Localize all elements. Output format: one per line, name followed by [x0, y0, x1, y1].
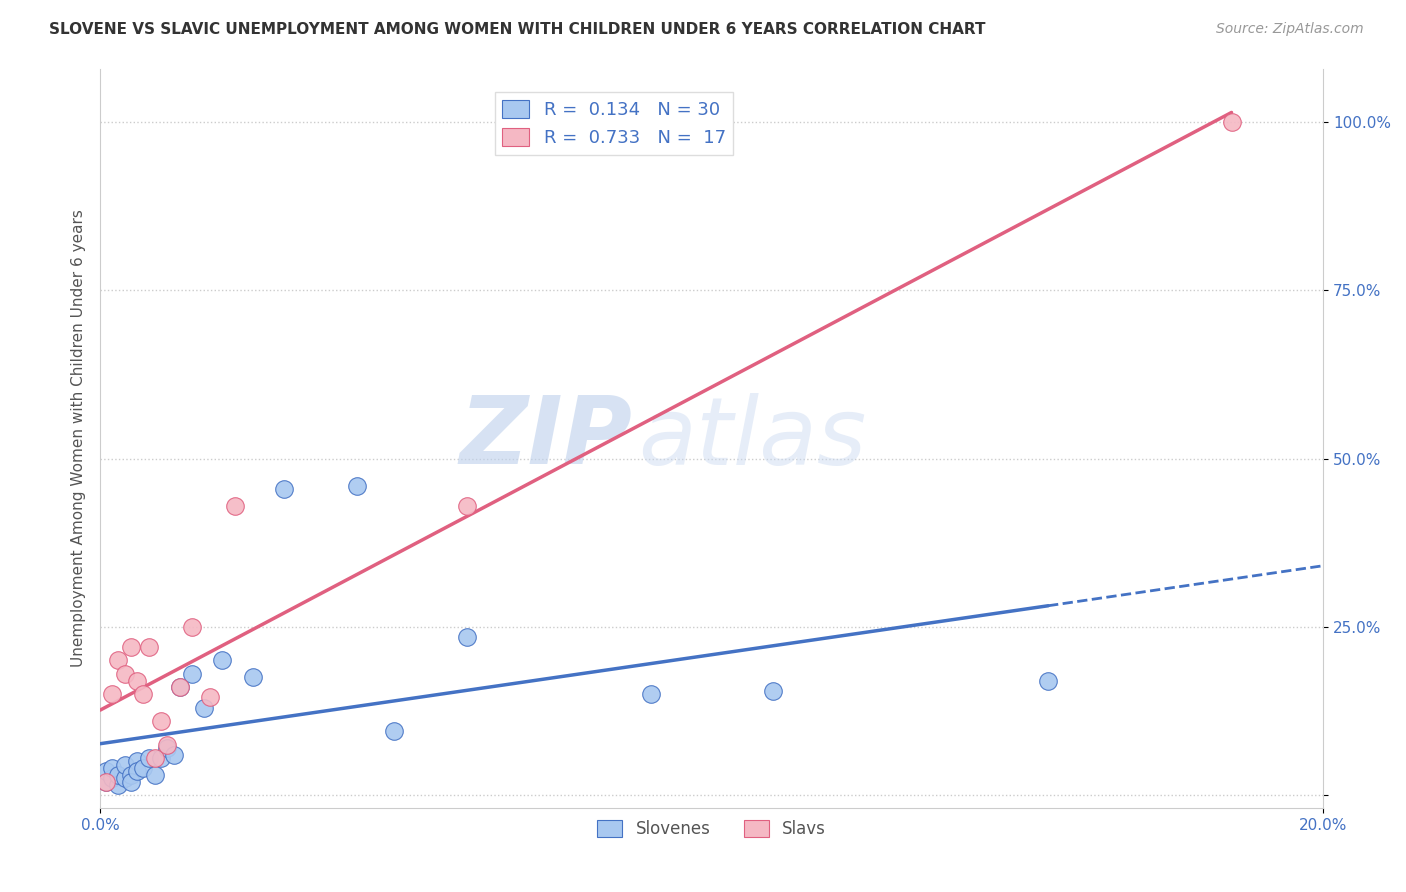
- Point: [762, 683, 785, 698]
- Point: [107, 653, 129, 667]
- Point: [114, 771, 136, 785]
- Point: [96, 764, 118, 779]
- Point: [640, 687, 662, 701]
- Point: [96, 774, 118, 789]
- Point: [200, 690, 222, 705]
- Point: [1220, 115, 1243, 129]
- Point: [96, 774, 118, 789]
- Point: [150, 714, 173, 728]
- Point: [211, 653, 233, 667]
- Text: ZIP: ZIP: [460, 392, 633, 484]
- Point: [125, 755, 148, 769]
- Point: [193, 700, 215, 714]
- Point: [114, 757, 136, 772]
- Point: [125, 764, 148, 779]
- Point: [132, 761, 155, 775]
- Text: SLOVENE VS SLAVIC UNEMPLOYMENT AMONG WOMEN WITH CHILDREN UNDER 6 YEARS CORRELATI: SLOVENE VS SLAVIC UNEMPLOYMENT AMONG WOM…: [49, 22, 986, 37]
- Point: [120, 768, 142, 782]
- Point: [143, 751, 166, 765]
- Point: [120, 640, 142, 654]
- Point: [273, 482, 295, 496]
- Point: [156, 740, 179, 755]
- Point: [138, 640, 160, 654]
- Point: [132, 687, 155, 701]
- Point: [143, 768, 166, 782]
- Text: Source: ZipAtlas.com: Source: ZipAtlas.com: [1216, 22, 1364, 37]
- Point: [224, 499, 246, 513]
- Y-axis label: Unemployment Among Women with Children Under 6 years: Unemployment Among Women with Children U…: [72, 210, 86, 667]
- Point: [150, 751, 173, 765]
- Point: [138, 751, 160, 765]
- Legend: Slovenes, Slavs: Slovenes, Slavs: [591, 813, 832, 845]
- Point: [114, 667, 136, 681]
- Point: [382, 724, 405, 739]
- Point: [101, 771, 124, 785]
- Point: [107, 778, 129, 792]
- Point: [456, 499, 478, 513]
- Point: [456, 630, 478, 644]
- Point: [156, 738, 179, 752]
- Point: [180, 620, 202, 634]
- Point: [1036, 673, 1059, 688]
- Point: [180, 667, 202, 681]
- Point: [101, 687, 124, 701]
- Point: [169, 681, 191, 695]
- Text: atlas: atlas: [638, 393, 866, 484]
- Point: [125, 673, 148, 688]
- Point: [120, 774, 142, 789]
- Point: [101, 761, 124, 775]
- Point: [242, 670, 264, 684]
- Point: [346, 478, 368, 492]
- Point: [169, 681, 191, 695]
- Point: [107, 768, 129, 782]
- Point: [162, 747, 184, 762]
